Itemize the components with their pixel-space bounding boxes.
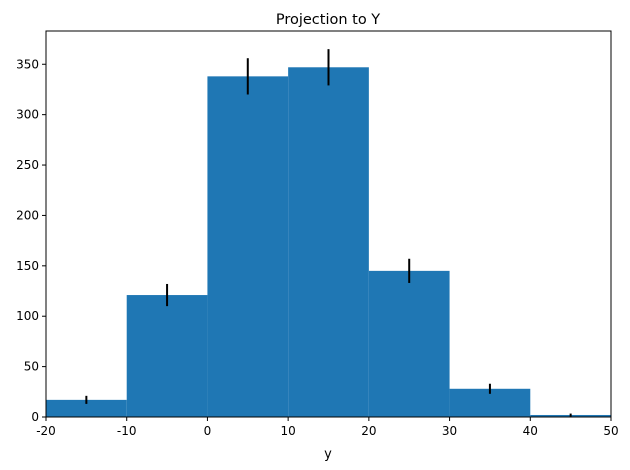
bar-1 xyxy=(126,295,208,417)
y-tick-label-2: 100 xyxy=(16,309,39,323)
y-tick-label-4: 200 xyxy=(16,208,39,222)
y-tick-label-5: 250 xyxy=(16,158,39,172)
chart-title: Projection to Y xyxy=(276,12,380,28)
bar-3 xyxy=(288,67,369,417)
x-tick-label-6: 40 xyxy=(523,424,538,438)
bar-4 xyxy=(368,270,450,417)
x-tick-label-5: 30 xyxy=(442,424,457,438)
x-tick-label-7: 50 xyxy=(603,424,618,438)
bars-group xyxy=(46,67,611,417)
errorbars-group xyxy=(85,49,572,417)
x-tick-label-1: -10 xyxy=(117,424,137,438)
y-tick-label-0: 0 xyxy=(31,410,39,424)
y-tick-label-1: 50 xyxy=(24,360,39,374)
y-tick-label-6: 300 xyxy=(16,108,39,122)
y-tick-label-7: 350 xyxy=(16,57,39,71)
x-tick-label-2: 0 xyxy=(204,424,212,438)
x-tick-label-3: 10 xyxy=(281,424,296,438)
x-tick-label-4: 20 xyxy=(361,424,376,438)
x-tick-label-0: -20 xyxy=(36,424,56,438)
y-ticks-group: 0 50 100 150 200 250 300 350 xyxy=(16,57,46,424)
y-tick-label-3: 150 xyxy=(16,259,39,273)
bar-0 xyxy=(46,399,127,417)
axes-frame xyxy=(45,30,612,418)
x-axis-label: y xyxy=(324,447,332,462)
bar-2 xyxy=(207,76,289,417)
x-ticks-group: -20 -10 0 10 20 30 40 50 xyxy=(36,417,619,438)
